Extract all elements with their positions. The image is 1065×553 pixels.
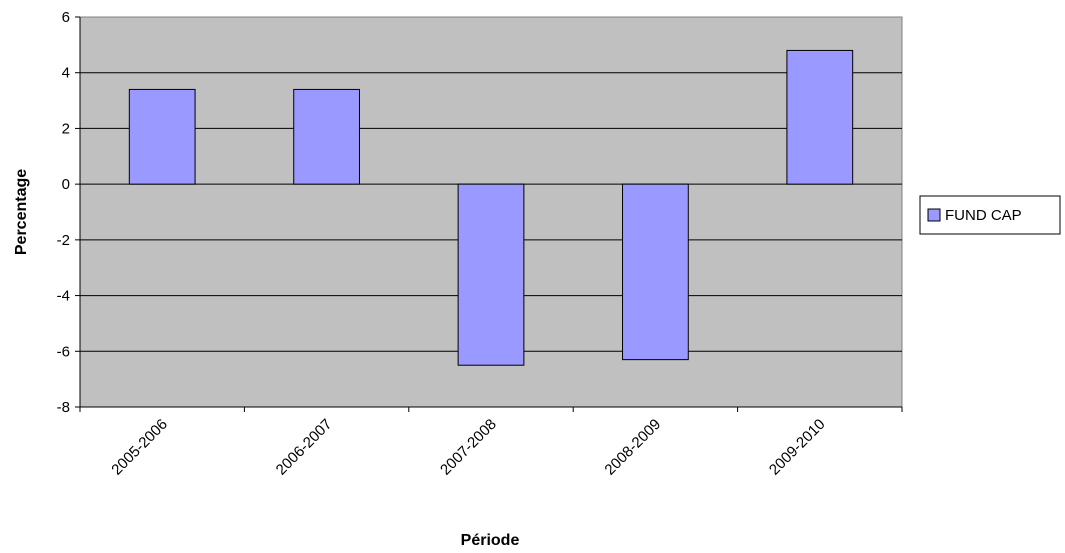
y-tick-label: -6 (57, 343, 70, 360)
legend: FUND CAP (919, 195, 1061, 235)
x-tick-label: 2008-2009 (601, 416, 664, 479)
y-tick-label: -2 (57, 232, 70, 249)
y-tick-label: 0 (62, 176, 70, 193)
x-tick-label: 2007-2008 (437, 416, 500, 479)
legend-box (919, 195, 1061, 235)
y-tick-label: 2 (62, 120, 70, 137)
x-axis-ticks: 2005-2006 2006-2007 2007-2008 2008-2009 2009… (79, 407, 903, 479)
x-tick-label: 2005-2006 (108, 416, 171, 479)
x-tick-label: 2009-2010 (766, 416, 829, 479)
y-tick-label: -8 (57, 399, 70, 416)
bar (293, 88, 360, 185)
x-tick-label: 2006-2007 (273, 416, 336, 479)
y-axis-ticks: 6 4 2 0 -2 -4 -6 -8 (57, 9, 80, 416)
bar (128, 88, 196, 185)
bar (786, 49, 854, 185)
bar-series (128, 49, 854, 366)
y-tick-label: 6 (62, 9, 70, 26)
y-tick-label: -4 (57, 288, 70, 305)
bar (457, 183, 525, 366)
bar (622, 183, 689, 361)
y-axis-title: Percentage (13, 169, 30, 255)
x-axis-title: Période (461, 532, 520, 549)
legend-label: FUND CAP (945, 207, 1022, 224)
y-tick-label: 4 (62, 65, 70, 82)
legend-swatch (927, 208, 941, 222)
